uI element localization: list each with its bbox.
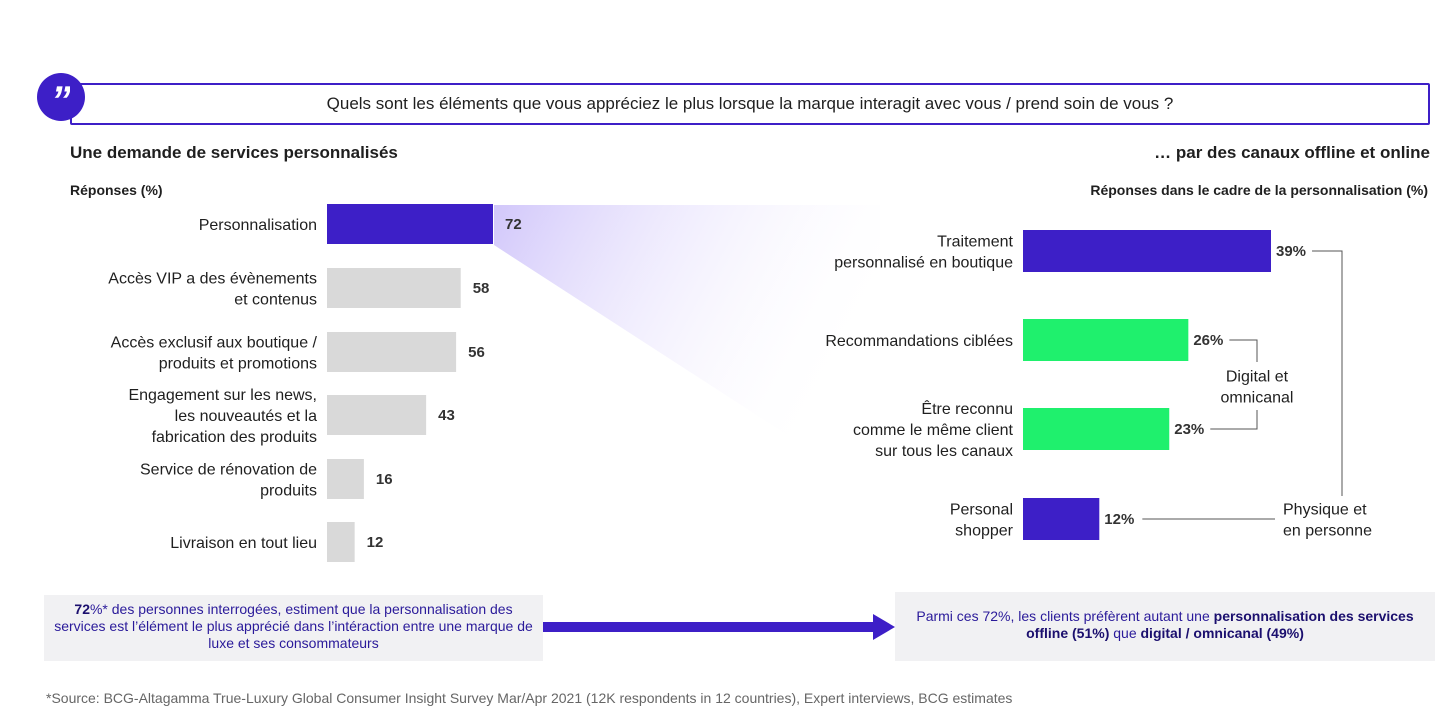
quote-icon: ” — [37, 73, 85, 123]
right-bar-2 — [1023, 408, 1170, 450]
left-value-label-0: 72 — [505, 216, 522, 233]
right-value-label-1: 26% — [1193, 332, 1223, 349]
arrow-right-icon — [543, 614, 895, 640]
right-note-bold1: personnalisation des services offline (5… — [1026, 608, 1414, 641]
right-category-label-3: Personal shopper — [950, 502, 1014, 540]
left-category-label-0: Personnalisation — [199, 217, 317, 234]
left-value-label-3: 43 — [438, 407, 455, 424]
left-bar-3 — [327, 395, 427, 435]
left-bar-2 — [327, 332, 457, 372]
left-category-label-5: Livraison en tout lieu — [170, 535, 317, 552]
left-subtitle: Réponses (%) — [70, 182, 163, 198]
left-category-label-1: Accès VIP a des évènements et contenus — [108, 271, 317, 309]
right-bar-chart: 39% Traitement personnalisé en boutique 26%… — [825, 230, 1306, 540]
physical-bracket-top — [1312, 250, 1343, 496]
right-bar-1 — [1023, 319, 1189, 361]
right-value-label-2: 23% — [1174, 421, 1204, 438]
right-note-part1: Parmi ces 72%, les clients préfèrent aut… — [916, 608, 1214, 624]
left-category-label-2: Accès exclusif aux boutique / produits et… — [111, 335, 318, 373]
left-bar-chart: 72 Personnalisation 58 Accès VIP a des évèn… — [108, 204, 522, 562]
highlight-funnel — [494, 205, 880, 495]
right-subtitle: Réponses dans le cadre de la personnalis… — [1090, 182, 1428, 198]
right-category-label-0: Traitement personnalisé en boutique — [834, 234, 1013, 272]
left-bar-5 — [327, 522, 355, 562]
physical-group-label: Physique et en personne — [1283, 502, 1372, 540]
right-category-label-1: Recommandations ciblées — [825, 333, 1013, 350]
left-value-label-4: 16 — [376, 471, 393, 488]
right-title: … par des canaux offline et online — [1154, 143, 1430, 162]
right-note: Parmi ces 72%, les clients préfèrent aut… — [895, 592, 1435, 661]
right-note-bold2: digital / omnicanal (49%) — [1140, 625, 1304, 641]
right-value-label-3: 12% — [1104, 511, 1134, 528]
left-bar-0 — [327, 204, 493, 244]
left-note-bold: 72 — [74, 601, 90, 617]
left-note-text: %* des personnes interrogées, estiment q… — [54, 601, 533, 651]
left-title: Une demande de services personnalisés — [70, 143, 398, 162]
right-category-label-2: Être reconnu comme le même client sur tous… — [853, 399, 1014, 460]
group-brackets: Digital et omnicanal Physique et en personn… — [1142, 250, 1372, 540]
right-bar-3 — [1023, 498, 1100, 540]
right-bar-0 — [1023, 230, 1271, 272]
left-bar-4 — [327, 459, 364, 499]
right-note-part2: que — [1109, 625, 1141, 641]
digital-bracket-top — [1229, 339, 1258, 362]
digital-group-label: Digital et omnicanal — [1221, 369, 1294, 407]
question-box: Quels sont les éléments que vous appréci… — [70, 83, 1430, 125]
right-value-label-0: 39% — [1276, 243, 1306, 260]
left-bar-1 — [327, 268, 461, 308]
left-value-label-1: 58 — [473, 280, 490, 297]
left-category-label-3: Engagement sur les news, les nouveautés e… — [128, 387, 317, 446]
left-category-label-4: Service de rénovation de produits — [140, 462, 317, 500]
left-value-label-5: 12 — [367, 534, 384, 551]
left-value-label-2: 56 — [468, 344, 485, 361]
digital-bracket-bottom — [1210, 410, 1258, 430]
source-note: *Source: BCG-Altagamma True-Luxury Globa… — [46, 690, 1013, 706]
left-note: 72%* des personnes interrogées, estiment… — [44, 595, 543, 661]
